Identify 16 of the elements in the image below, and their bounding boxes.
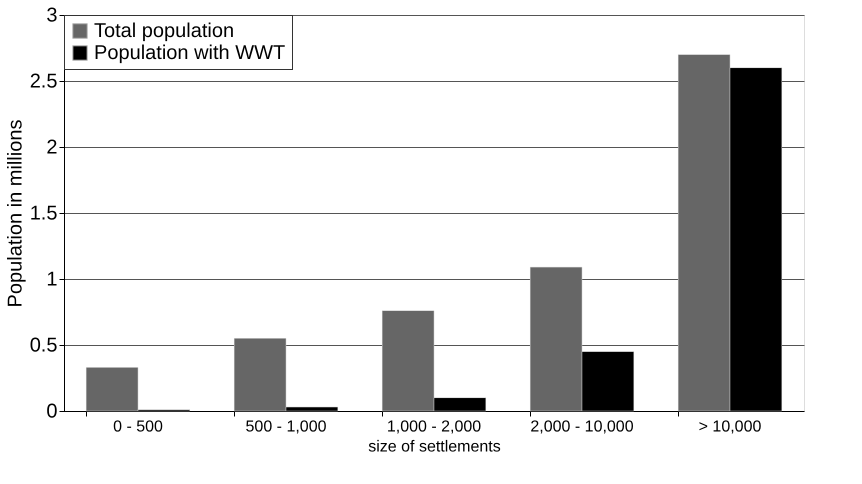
x-tick-label: 2,000 - 10,000 xyxy=(530,418,634,436)
x-tick-label: 0 - 500 xyxy=(113,418,164,436)
y-tick-label: 0 xyxy=(46,400,58,422)
y-tick-label: 3 xyxy=(46,4,58,26)
x-tick-label: > 10,000 xyxy=(698,418,762,436)
y-tick-label: 0.5 xyxy=(30,334,58,356)
legend-label: Population with WWT xyxy=(94,42,286,64)
x-tick-label: 500 - 1,000 xyxy=(246,418,327,436)
y-tick-label: 1 xyxy=(46,268,58,290)
y-tick-label: 1.5 xyxy=(30,202,58,224)
y-tick-label: 2 xyxy=(46,136,58,158)
y-axis-title: Population in millions xyxy=(4,120,27,308)
y-tick-label: 2.5 xyxy=(30,70,58,92)
x-tick-label: 1,000 - 2,000 xyxy=(386,418,482,436)
legend-label: Total population xyxy=(94,20,234,42)
x-axis-title: size of settlements xyxy=(368,438,501,456)
